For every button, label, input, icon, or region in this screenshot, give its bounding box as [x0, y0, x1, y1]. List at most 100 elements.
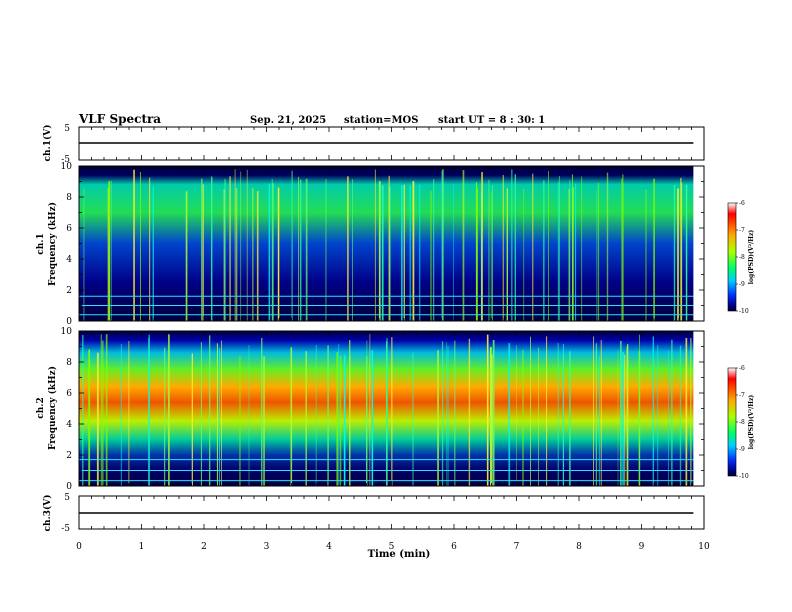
spectro-streak: [468, 338, 471, 486]
spectro-streak: [606, 172, 609, 321]
ch1-spectrogram-panel: 0 2 4 6 8 10 ch.1 Frequency (kHz): [36, 162, 705, 327]
spectro-streak: [543, 180, 545, 321]
colorbar-tick-label: -9: [739, 446, 745, 453]
ch1-ytick-label: 4: [66, 255, 72, 265]
ch1-frequency-label: Frequency (kHz): [47, 202, 58, 286]
spectro-streak: [681, 182, 683, 321]
spectro-streak: [652, 336, 654, 486]
spectro-streak: [442, 169, 444, 321]
ch2-spectro-streaks: [82, 334, 692, 486]
spectro-streak: [690, 338, 692, 486]
spectro-streak: [239, 356, 241, 486]
spectro-streak: [538, 347, 539, 486]
spectro-streak: [268, 183, 271, 321]
spectro-streak: [622, 174, 624, 321]
spectro-streak: [246, 169, 248, 321]
colorbar-label: log(PSD)(V²/Hz): [748, 230, 755, 285]
spectro-streak: [240, 171, 242, 321]
spectro-streak: [369, 334, 371, 486]
spectro-streak: [168, 334, 170, 486]
spectro-streak: [593, 336, 594, 486]
spectro-streak: [88, 349, 91, 486]
spectro-streak: [386, 338, 388, 486]
spectro-streak: [680, 177, 682, 321]
spectro-streak: [668, 350, 669, 486]
x-tick-label: 9: [639, 542, 645, 552]
x-tick-label: 4: [326, 542, 332, 552]
spectro-streak: [532, 173, 534, 321]
spectro-streak: [216, 343, 218, 486]
spectro-streak: [558, 176, 560, 321]
spectro-streak: [128, 341, 130, 486]
spectro-streak: [572, 174, 573, 321]
spectro-streak: [272, 183, 274, 321]
spectro-streak: [252, 187, 254, 321]
spectro-streak: [620, 340, 622, 486]
spectro-streak: [447, 345, 449, 486]
spectro-streak: [336, 352, 339, 486]
spectro-streak: [315, 345, 317, 486]
spectro-streak: [491, 354, 493, 486]
ch1-xticks: [78, 127, 705, 160]
spectro-streak: [381, 184, 383, 321]
x-tick-label: 6: [451, 542, 457, 552]
spectro-streak: [290, 347, 293, 486]
spectro-streak: [617, 349, 619, 486]
ch2-ytick-label: 8: [66, 358, 72, 368]
spectro-streak: [433, 179, 435, 321]
spectro-streak: [374, 169, 376, 321]
spectro-streak: [462, 170, 465, 321]
spectro-streak: [83, 187, 85, 321]
spectro-streak: [523, 188, 525, 321]
spectro-streak: [671, 339, 673, 486]
spectro-streak: [366, 356, 368, 486]
spectro-streak: [673, 185, 676, 321]
ch3-waveform-ylabel: ch.3(V): [42, 495, 53, 532]
spectro-streak: [596, 190, 598, 321]
spectro-streak: [101, 340, 104, 486]
ch2-ytick-label: 4: [66, 420, 72, 430]
spectro-streak: [403, 184, 405, 321]
ch2-ytick-label: 0: [66, 482, 72, 492]
spectro-streak: [685, 338, 688, 486]
spectro-streak: [223, 189, 225, 321]
spectro-streak: [325, 179, 327, 321]
spectro-streak: [382, 185, 384, 321]
spectro-streak: [261, 338, 263, 486]
spectro-streak: [256, 191, 259, 321]
spectro-streak: [339, 355, 342, 486]
ch1-colorbar: -6 -7 -8 -9 -10 log(PSD)(V²/Hz): [727, 200, 755, 315]
spectro-streak: [488, 179, 490, 321]
ch1-waveform-panel: 5 -5 ch.1(V): [42, 124, 705, 165]
spectro-streak: [209, 335, 211, 486]
ch1-ytick-label: 2: [66, 286, 72, 296]
spectro-streak: [677, 188, 679, 321]
figure-title: VLF Spectra: [78, 112, 161, 126]
spectro-streak: [349, 340, 351, 486]
spectro-streak: [149, 177, 151, 321]
ch2-channel-label: ch.2: [36, 397, 46, 418]
spectro-streak: [219, 348, 220, 486]
spectro-streak: [581, 176, 583, 321]
x-tick-label: 5: [389, 542, 395, 552]
x-tick-label: 10: [698, 542, 710, 552]
spectro-streak: [191, 353, 193, 486]
ch2-spectrogram-panel: 0 2 4 6 8 10 ch.2 Frequency (kHz): [36, 327, 705, 492]
ch3-xticks: [78, 496, 705, 529]
x-tick-labels: 0 1 2 3 4 5 6 7 8 9 10: [76, 542, 710, 552]
spectro-streak: [600, 339, 602, 486]
spectro-streak: [224, 179, 226, 321]
spectro-streak: [597, 182, 600, 321]
start-time-label: start UT = 8 : 30: 1: [438, 115, 545, 126]
spectro-streak: [409, 185, 412, 321]
spectro-streak: [298, 176, 300, 321]
spectro-streak: [575, 183, 577, 321]
ch3-waveform-panel: 5 -5 ch.3(V): [42, 493, 705, 534]
spectro-streak: [229, 176, 231, 321]
spectro-streak: [569, 180, 571, 321]
spectro-streak: [327, 345, 329, 486]
spectro-streak: [371, 350, 374, 486]
spectro-streak: [234, 169, 236, 321]
spectro-streak: [546, 336, 548, 486]
